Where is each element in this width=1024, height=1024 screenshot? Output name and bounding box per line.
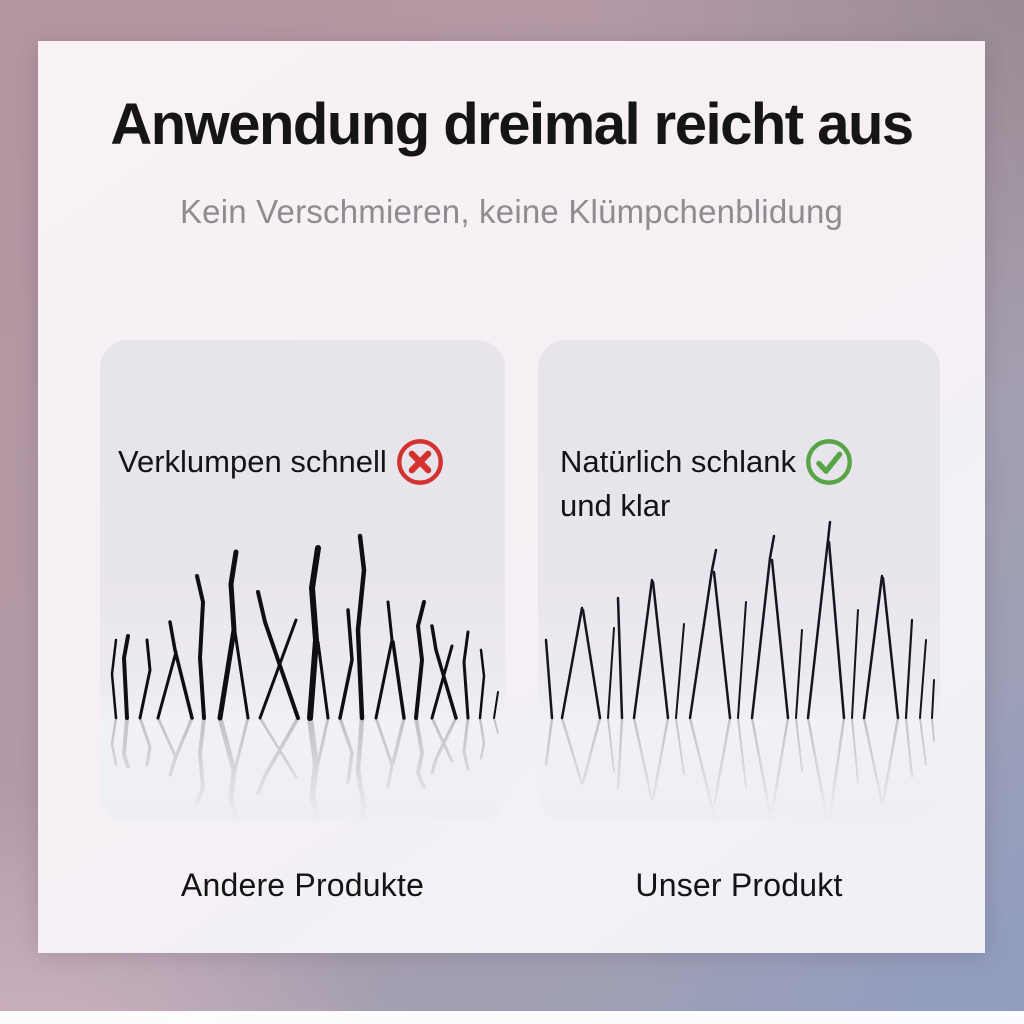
other-products-label: Verklumpen schnell [118,443,387,479]
page-subtitle: Kein Verschmieren, keine Klümpchenblidun… [179,193,844,230]
our-product-caption: Unser Produkt [635,867,843,903]
our-product-label-line1: Natürlich schlank [560,443,797,479]
other-products-label-row: Verklumpen schnell [118,436,495,488]
clumpy-lashes-image [100,340,505,822]
content-card: Anwendung dreimal reicht aus Kein Versch… [38,41,985,953]
check-circle-icon [806,439,852,485]
our-product-panel: Natürlich schlank und klar [538,340,940,822]
page-title: Anwendung dreimal reicht aus [110,92,914,157]
our-product-label-line2: und klar [560,488,671,523]
other-products-caption: Andere Produkte [180,867,425,903]
other-products-panel: Verklumpen schnell [100,340,505,822]
bottom-white-strip [0,1011,1024,1024]
our-product-label-row: Natürlich schlank [560,436,930,488]
cross-circle-icon [396,439,443,485]
clean-lashes-image [538,520,940,822]
